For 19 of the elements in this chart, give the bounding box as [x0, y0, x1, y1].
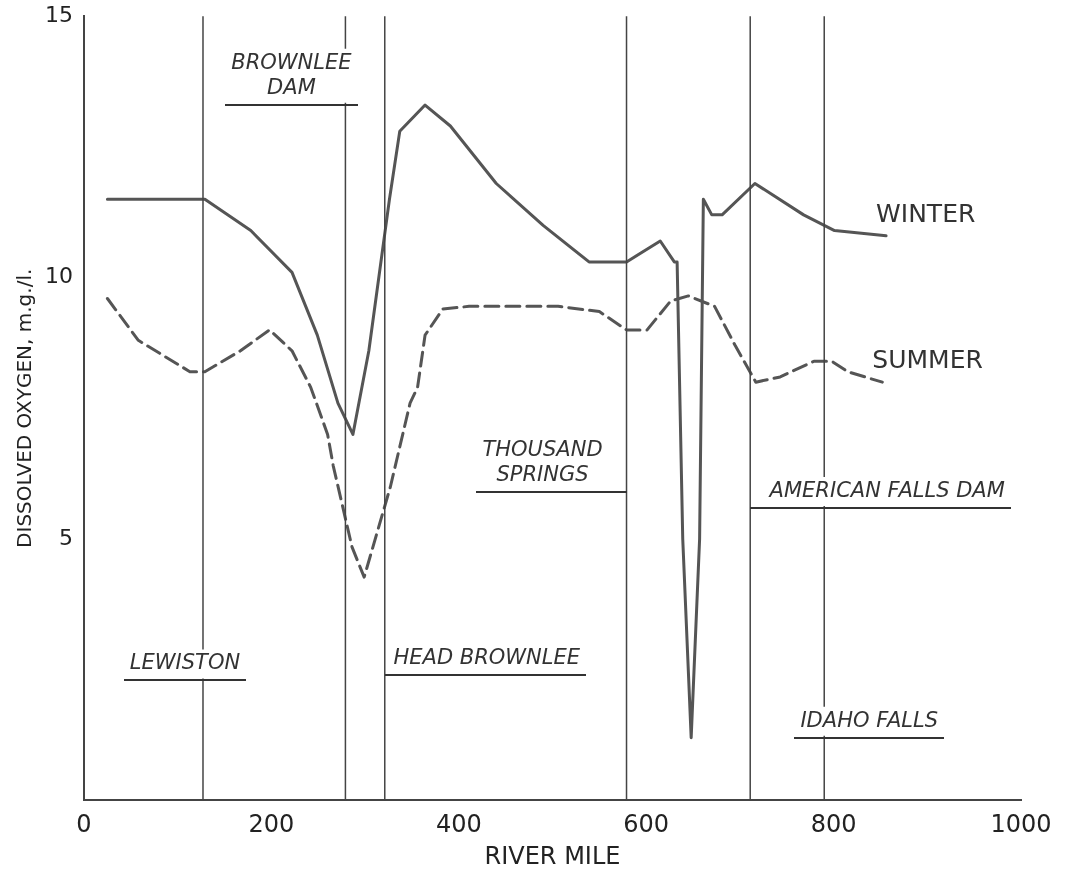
- x-tick-label: 400: [435, 810, 482, 839]
- y-axis-title: DISSOLVED OXYGEN, m.g./l.: [12, 268, 37, 548]
- y-tick-label: 10: [44, 263, 73, 289]
- y-tick-label: 5: [58, 524, 73, 550]
- ref-line-label: LEWISTON: [129, 650, 241, 675]
- x-axis-title: RIVER MILE: [484, 841, 621, 870]
- ref-line-label: AMERICAN FALLS DAM: [767, 477, 1005, 502]
- x-tick-label: 200: [248, 810, 295, 839]
- x-tick-label: 0: [76, 810, 92, 839]
- y-tick-label: 15: [44, 1, 73, 27]
- ref-line-label: THOUSAND SPRINGS: [482, 437, 603, 487]
- x-tick-label: 800: [810, 810, 857, 839]
- series-label: SUMMER: [872, 345, 983, 375]
- x-tick-label: 1000: [990, 810, 1052, 839]
- ref-line-label: BROWNLEE DAM: [231, 49, 353, 99]
- ref-line-label: HEAD BROWNLEE: [393, 644, 581, 669]
- ref-line-label: IDAHO FALLS: [800, 707, 939, 732]
- x-tick-label: 600: [623, 810, 670, 839]
- series-label: WINTER: [876, 198, 976, 228]
